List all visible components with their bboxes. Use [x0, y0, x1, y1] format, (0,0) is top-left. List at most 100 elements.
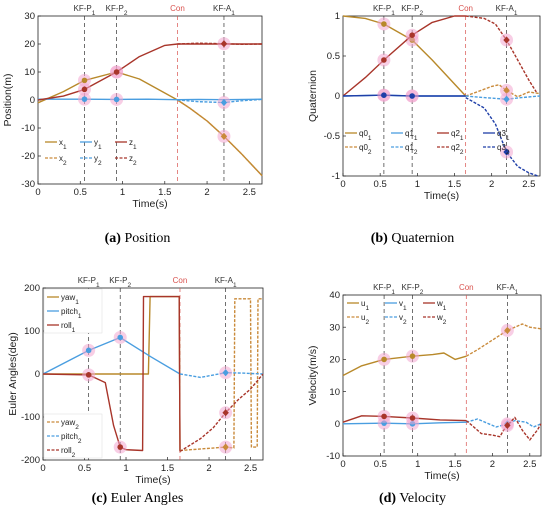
legend: q01 q11 q21 q31 q02 q12 q22 q32 — [345, 129, 510, 156]
legend-label: x2 — [59, 154, 67, 167]
chart-position: 0 0.5 1 1.5 2 2.5 -30 -20 -10 0 10 20 30 Time(s) Posit… — [0, 0, 275, 256]
legend-label: q22 — [451, 143, 464, 156]
event-label: Con — [458, 4, 473, 13]
series-group — [37, 37, 263, 177]
legend-label: q21 — [451, 129, 464, 142]
x-tick-label: 0.5 — [74, 187, 87, 198]
x-tick-label: 1.5 — [158, 187, 171, 198]
y-tick-label: 30 — [24, 11, 35, 22]
x-tick-label: 1.5 — [448, 459, 461, 470]
data-point — [503, 36, 510, 44]
series-group — [342, 323, 542, 441]
event-label: Con — [459, 283, 474, 292]
data-point — [381, 413, 387, 420]
x-tick-label: 1.5 — [161, 463, 174, 474]
position-plot: 0 0.5 1 1.5 2 2.5 -30 -20 -10 0 10 20 30 Time(s) Posit… — [2, 4, 263, 210]
series-line-q32 — [465, 96, 539, 177]
legend-label: pitch1 — [61, 307, 82, 320]
data-point — [504, 326, 511, 335]
series-line-w2 — [465, 416, 542, 441]
data-point — [409, 353, 416, 359]
y-tick-label: -30 — [21, 179, 35, 190]
y-tick-label: 0 — [35, 369, 40, 380]
quaternion-plot: 0 0.5 1 1.5 2 2.5 -1 -0.5 0 0.5 1 Time(s) Quaternion… — [307, 4, 541, 202]
x-tick-label: 1 — [123, 463, 128, 474]
y-tick-label: 0 — [335, 419, 340, 430]
x-tick-label: 1.5 — [448, 179, 461, 190]
data-point — [381, 57, 387, 63]
data-point — [381, 92, 387, 98]
event-label: KF-P1 — [78, 276, 100, 289]
data-point — [503, 86, 510, 94]
data-point — [220, 132, 228, 140]
x-tick-label: 1 — [120, 187, 125, 198]
caption-text: Quaternion — [391, 231, 455, 246]
x-tick-label: 2.5 — [522, 179, 535, 190]
data-point — [409, 415, 416, 421]
y-tick-label: -200 — [21, 455, 40, 466]
y-tick-label: 20 — [329, 355, 340, 366]
legend-label: y1 — [94, 138, 102, 151]
event-label: Con — [173, 276, 188, 285]
y-tick-label: -0.5 — [324, 131, 340, 142]
legend-label: z1 — [129, 138, 137, 151]
data-point — [220, 98, 228, 107]
event-label: KF-A1 — [213, 4, 235, 17]
y-tick-label: -20 — [21, 151, 35, 162]
x-tick-label: 2.5 — [523, 459, 536, 470]
event-label: KF-P1 — [373, 283, 395, 296]
legend-label: yaw2 — [61, 418, 79, 431]
y-tick-label: 30 — [329, 322, 340, 333]
y-tick-label: 10 — [329, 387, 340, 398]
legend-label: q32 — [497, 143, 510, 156]
data-point — [81, 86, 88, 93]
event-label: KF-P1 — [74, 4, 96, 17]
x-tick-label: 2 — [204, 187, 209, 198]
series-line-v2 — [466, 418, 542, 428]
legend-label: pitch2 — [61, 432, 82, 445]
x-tick-label: 2 — [489, 179, 494, 190]
legend-label: roll2 — [61, 446, 76, 459]
x-axis-label: Time(s) — [132, 198, 167, 210]
legend-label: v1 — [399, 299, 407, 312]
data-point — [117, 334, 124, 341]
y-axis-label: Quaternion — [307, 70, 319, 122]
legend-label: u1 — [361, 299, 369, 312]
data-point — [113, 69, 120, 75]
caption-velocity: (d) Velocity — [275, 491, 550, 507]
y-tick-label: 20 — [24, 39, 35, 50]
caption-euler-angles: (c) Euler Angles — [0, 491, 275, 507]
data-point — [381, 21, 387, 27]
x-tick-label: 0 — [340, 179, 345, 190]
x-tick-label: 2 — [490, 459, 495, 470]
data-point — [381, 356, 387, 363]
caption-label: (d) — [378, 491, 397, 506]
chart-quaternion: 0 0.5 1 1.5 2 2.5 -1 -0.5 0 0.5 1 Time(s) Quaternion… — [275, 0, 550, 256]
data-point — [503, 95, 510, 103]
x-tick-label: 1 — [415, 179, 420, 190]
legend-label: q01 — [359, 129, 372, 142]
y-tick-label: -10 — [326, 451, 340, 462]
series-line-z1 — [37, 43, 262, 101]
y-axis-label: Velocity(m/s) — [307, 345, 319, 405]
data-point — [81, 77, 88, 84]
series-line-q31 — [342, 94, 466, 97]
legend-label: y2 — [94, 154, 102, 167]
legend-label: yaw1 — [61, 293, 79, 306]
series-group — [42, 295, 264, 454]
velocity-plot: 0 0.5 1 1.5 2 2.5-10010203040Time(s)Velocity(… — [307, 283, 542, 482]
data-point — [222, 369, 229, 377]
x-tick-label: 0 — [340, 459, 345, 470]
event-label: KF-P1 — [373, 4, 395, 17]
x-tick-label: 2.5 — [244, 463, 257, 474]
event-label: KF-A1 — [215, 276, 237, 289]
chart-velocity: 0 0.5 1 1.5 2 2.5 -10 0 10 20 30 40 Time(s) Velocity(… — [275, 258, 550, 513]
legend-label: q31 — [497, 129, 510, 142]
data-point — [81, 96, 88, 102]
caption-label: (b) — [370, 231, 388, 246]
x-tick-label: 2 — [206, 463, 211, 474]
data-point — [113, 96, 120, 103]
legend-label: z2 — [129, 154, 137, 167]
legend-label: w2 — [436, 313, 447, 326]
event-label: KF-P2 — [106, 4, 128, 17]
